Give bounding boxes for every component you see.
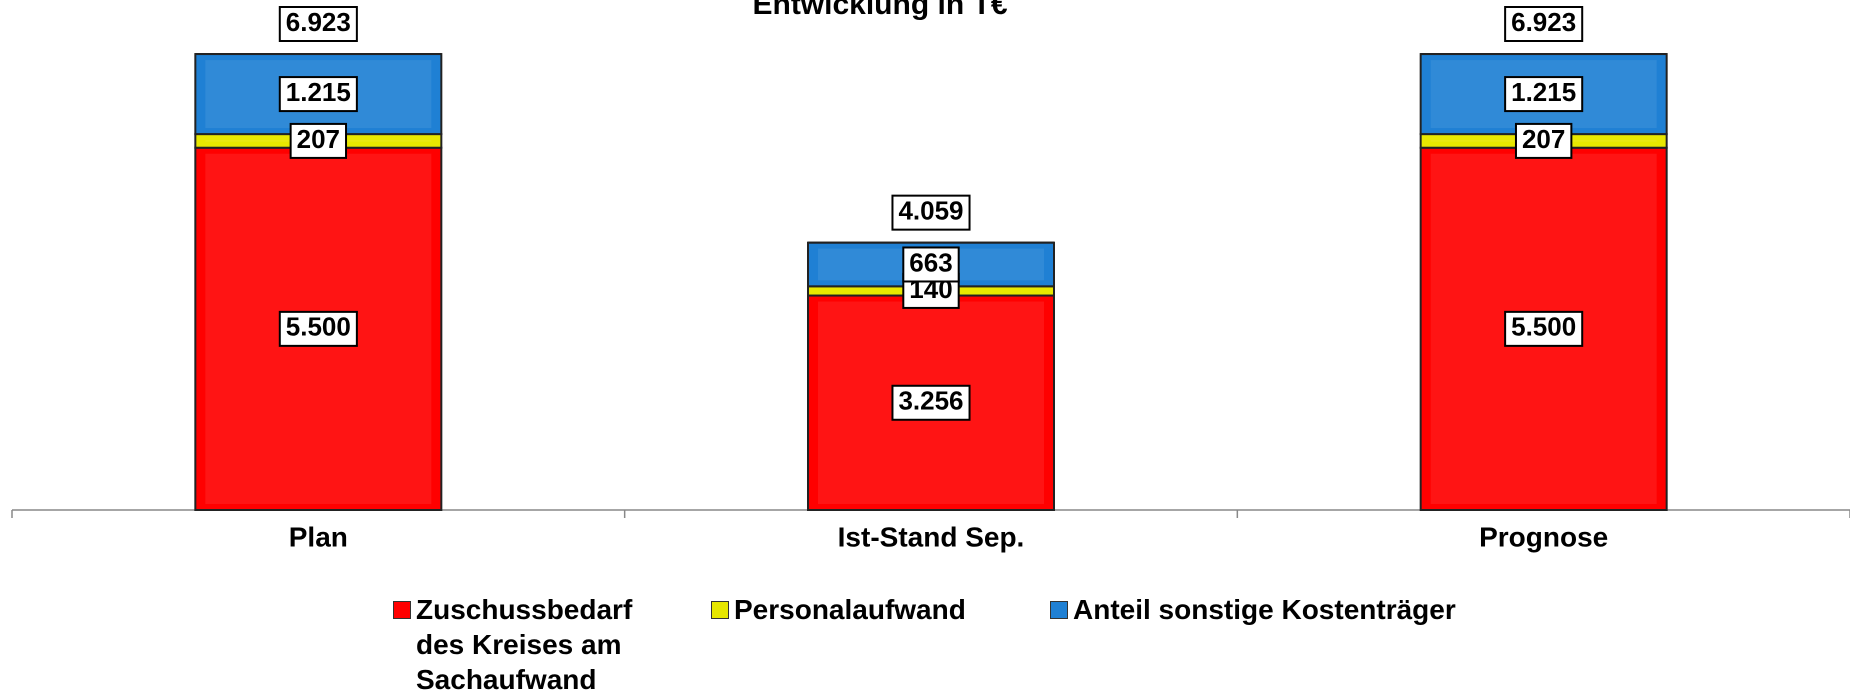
data-label: 4.059 [898, 196, 963, 226]
legend-swatch [711, 601, 729, 619]
legend-item: Zuschussbedarf des Kreises am Sachaufwan… [393, 592, 633, 695]
data-label-box [278, 6, 358, 42]
data-label: 207 [297, 124, 340, 154]
legend-swatch [393, 601, 411, 619]
data-label: 6.923 [1511, 7, 1576, 37]
data-label-box [1504, 310, 1584, 347]
data-label-box [278, 76, 358, 113]
legend-item: Personalaufwand [711, 592, 1041, 627]
data-label-box [1504, 6, 1584, 42]
data-label-box [1504, 76, 1584, 113]
data-label-box [891, 194, 971, 231]
data-label: 6.923 [286, 7, 351, 37]
data-label-box [278, 310, 358, 347]
data-label-box [1514, 122, 1573, 159]
legend-label: Zuschussbedarf des Kreises am Sachaufwan… [416, 594, 633, 695]
x-tick-label: Ist-Stand Sep. [838, 521, 1025, 552]
data-label-box [289, 122, 348, 159]
data-label: 663 [909, 247, 952, 277]
legend-swatch [1050, 601, 1068, 619]
chart-title: Entwicklung in T€ [752, 0, 1007, 21]
legend-item: Anteil sonstige Kostenträger [1050, 592, 1550, 627]
data-label: 3.256 [898, 386, 963, 416]
data-label: 207 [1522, 124, 1565, 154]
legend-label: Personalaufwand [734, 594, 966, 625]
data-label-box [891, 384, 971, 421]
data-label: 1.215 [286, 77, 351, 107]
data-label: 1.215 [1511, 77, 1576, 107]
x-tick-label: Prognose [1479, 521, 1608, 552]
data-label: 5.500 [286, 312, 351, 342]
x-tick-label: Plan [289, 521, 348, 552]
data-label-box [902, 246, 960, 283]
data-label: 5.500 [1511, 312, 1576, 342]
legend-label: Anteil sonstige Kostenträger [1073, 594, 1456, 625]
